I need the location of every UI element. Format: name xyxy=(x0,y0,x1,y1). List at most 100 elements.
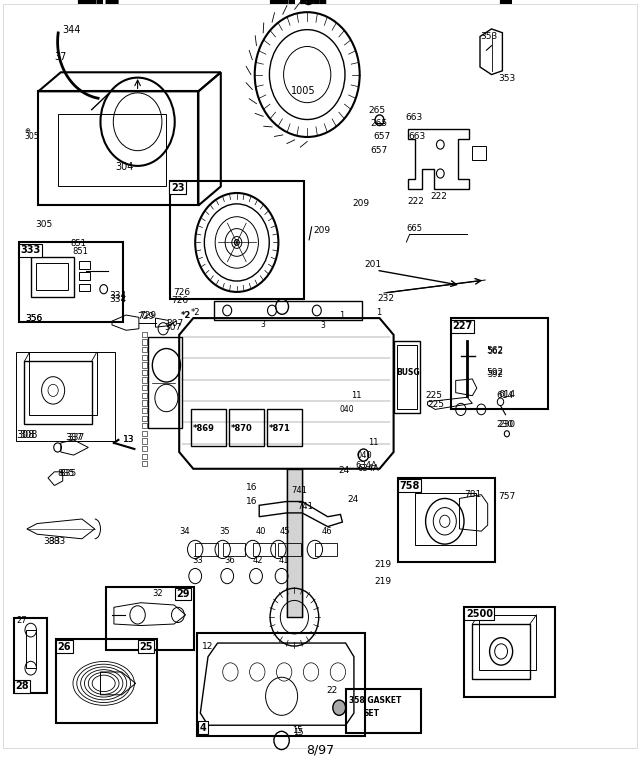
Bar xyxy=(29,352,97,415)
Bar xyxy=(397,345,417,409)
Bar xyxy=(16,352,115,441)
Text: 356: 356 xyxy=(26,314,43,323)
Text: 33: 33 xyxy=(192,556,203,565)
Bar xyxy=(142,423,147,428)
Text: 663: 663 xyxy=(405,113,422,123)
Text: 219: 219 xyxy=(374,560,392,569)
Bar xyxy=(142,416,147,421)
Text: 222: 222 xyxy=(407,197,424,206)
Text: 42: 42 xyxy=(253,556,263,565)
Text: 781: 781 xyxy=(464,490,481,499)
Text: 614: 614 xyxy=(498,390,515,399)
Text: 614: 614 xyxy=(496,391,513,400)
Text: 13: 13 xyxy=(123,435,134,444)
Text: 358 GASKET: 358 GASKET xyxy=(349,696,401,705)
Text: 209: 209 xyxy=(352,199,369,209)
Bar xyxy=(142,362,147,368)
Bar xyxy=(106,587,194,650)
Text: 334: 334 xyxy=(109,291,126,300)
Text: 305: 305 xyxy=(24,132,39,142)
Bar xyxy=(31,257,74,297)
Text: *2: *2 xyxy=(191,307,200,317)
Bar xyxy=(346,689,421,733)
Text: 726: 726 xyxy=(172,296,189,305)
Text: 40: 40 xyxy=(256,527,266,537)
Text: 15: 15 xyxy=(292,726,302,735)
Text: 665: 665 xyxy=(406,224,422,233)
Text: *870: *870 xyxy=(230,424,252,433)
Bar xyxy=(142,332,147,337)
Text: 657: 657 xyxy=(370,146,387,155)
Text: 37: 37 xyxy=(54,52,67,62)
Text: 15: 15 xyxy=(293,728,303,737)
Text: 851: 851 xyxy=(72,247,88,256)
Text: 729: 729 xyxy=(138,312,155,321)
Text: 16: 16 xyxy=(246,497,258,506)
Text: 592: 592 xyxy=(486,368,504,377)
Text: 230: 230 xyxy=(496,420,513,429)
Text: 344: 344 xyxy=(63,25,81,36)
Bar xyxy=(287,469,302,617)
Bar xyxy=(253,543,275,556)
Text: 222: 222 xyxy=(430,192,447,201)
Circle shape xyxy=(306,0,311,2)
Bar xyxy=(142,461,147,466)
Bar xyxy=(197,633,365,736)
Text: *2: *2 xyxy=(180,311,191,320)
Text: BUSG: BUSG xyxy=(396,368,420,377)
Text: 353: 353 xyxy=(480,32,497,41)
Text: 337: 337 xyxy=(67,433,84,442)
Bar xyxy=(148,337,182,428)
Bar xyxy=(464,607,555,697)
Text: 34: 34 xyxy=(179,527,190,537)
Bar xyxy=(214,301,362,320)
Text: ██: ██ xyxy=(499,0,512,4)
Text: 4: 4 xyxy=(200,723,207,733)
Bar xyxy=(142,454,147,459)
Bar xyxy=(26,630,36,668)
Bar xyxy=(228,409,264,446)
Text: 35: 35 xyxy=(220,527,230,537)
Bar xyxy=(14,618,47,693)
Text: 32: 32 xyxy=(174,587,185,597)
Text: 32: 32 xyxy=(152,589,163,598)
Bar xyxy=(36,263,68,290)
Text: 2500: 2500 xyxy=(466,609,493,619)
Text: 3: 3 xyxy=(260,320,266,329)
Text: 22: 22 xyxy=(326,686,338,696)
Bar xyxy=(170,181,304,299)
Text: ████  ████: ████ ████ xyxy=(269,0,326,4)
Bar xyxy=(79,261,90,269)
Text: 36: 36 xyxy=(224,556,235,565)
Bar xyxy=(472,146,486,160)
Bar xyxy=(142,393,147,398)
Text: ████ ██: ████ ██ xyxy=(77,0,118,4)
Text: 23: 23 xyxy=(171,183,184,193)
Text: 835: 835 xyxy=(58,469,75,478)
Text: 729: 729 xyxy=(140,311,157,320)
Text: 741: 741 xyxy=(291,486,307,495)
Text: 45: 45 xyxy=(280,527,290,537)
Bar xyxy=(142,400,147,406)
Text: 333: 333 xyxy=(20,245,41,255)
Text: 1: 1 xyxy=(339,311,344,320)
Text: 758: 758 xyxy=(399,481,420,491)
Text: 28: 28 xyxy=(15,681,29,691)
Text: 209: 209 xyxy=(314,226,331,235)
Text: 634A: 634A xyxy=(355,461,377,470)
Text: 307: 307 xyxy=(166,319,184,328)
Text: 25: 25 xyxy=(140,642,153,651)
Text: 8/97: 8/97 xyxy=(306,743,334,756)
Bar xyxy=(79,284,90,291)
Text: 741: 741 xyxy=(298,502,314,511)
Bar xyxy=(191,409,226,446)
Text: 12: 12 xyxy=(202,642,213,651)
Bar xyxy=(142,355,147,360)
Text: 29: 29 xyxy=(176,589,189,599)
Bar xyxy=(142,385,147,390)
Bar xyxy=(24,361,92,424)
Text: 11: 11 xyxy=(351,391,361,400)
Text: 41: 41 xyxy=(278,556,289,565)
Text: 265: 265 xyxy=(369,106,386,115)
Text: 11: 11 xyxy=(368,438,378,447)
